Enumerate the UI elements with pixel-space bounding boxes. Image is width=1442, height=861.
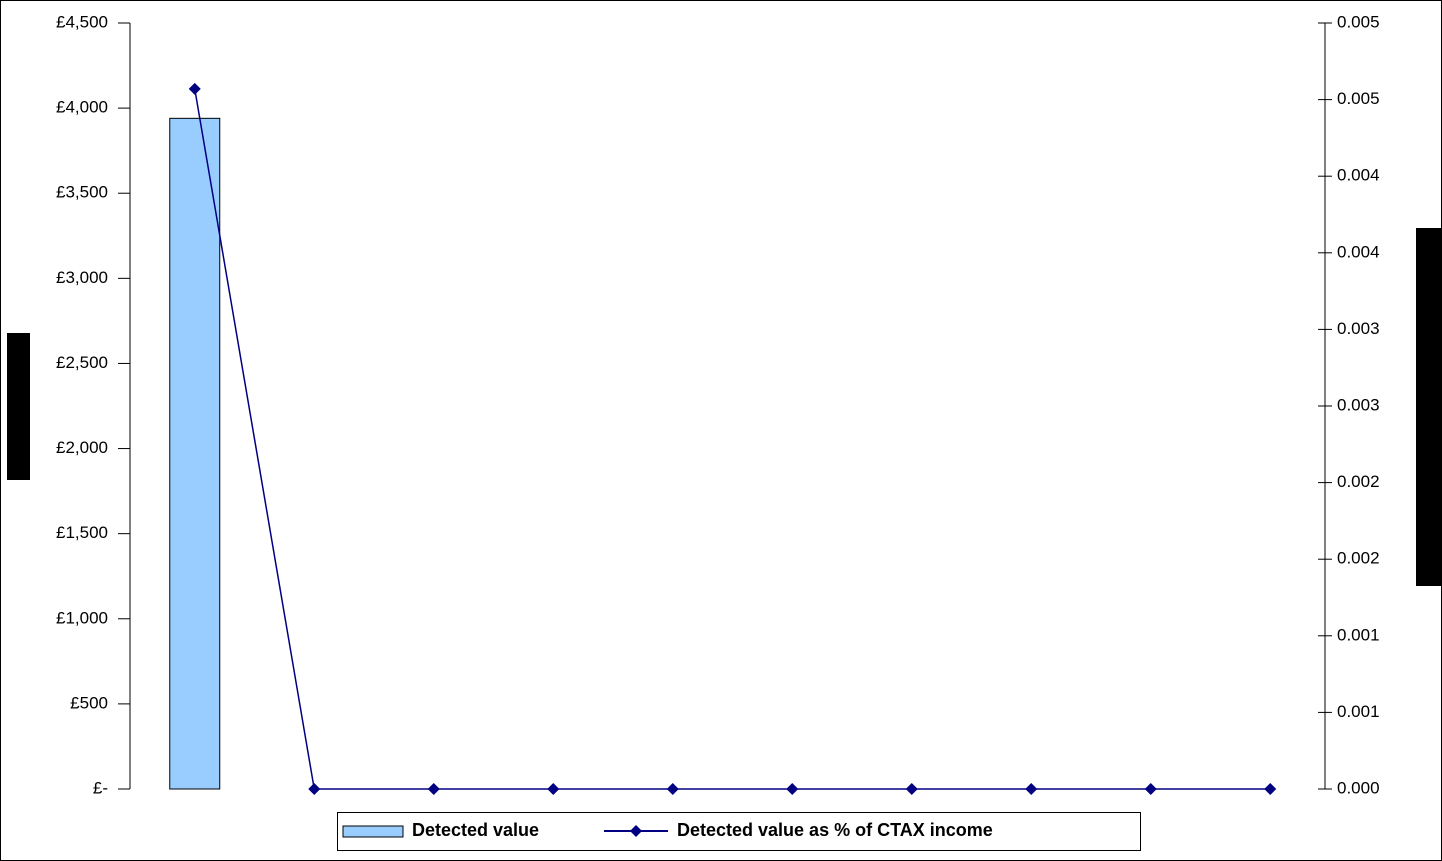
marker	[1144, 783, 1157, 795]
y2-tick-label: 0.004	[1337, 242, 1380, 261]
y2-tick-label: 0.003	[1337, 319, 1380, 338]
marker	[786, 783, 799, 795]
redacted-y2-title	[1416, 228, 1442, 586]
marker	[666, 783, 679, 795]
y2-tick-label: 0.001	[1337, 702, 1380, 721]
y-tick-label: £4,000	[56, 98, 108, 117]
legend	[337, 812, 1141, 851]
y2-tick-label: 0.002	[1337, 472, 1380, 491]
legend-label: Detected value as % of CTAX income	[677, 820, 993, 840]
y-tick-label: £500	[70, 693, 108, 712]
bar	[169, 117, 221, 790]
y-tick-label: £-	[93, 778, 108, 797]
y-tick-label: £3,000	[56, 268, 108, 287]
y-tick-label: £3,500	[56, 183, 108, 202]
y2-tick-label: 0.002	[1337, 549, 1380, 568]
y2-tick-label: 0.001	[1337, 625, 1380, 644]
marker	[547, 783, 560, 795]
y-tick-label: £1,000	[56, 608, 108, 627]
marker	[427, 783, 440, 795]
y2-tick-label: 0.004	[1337, 166, 1380, 185]
y-tick-label: £2,000	[56, 438, 108, 457]
legend-swatch	[342, 825, 404, 838]
y-tick-label: £2,500	[56, 353, 108, 372]
marker	[308, 783, 321, 795]
marker	[905, 783, 918, 795]
y2-tick-label: 0.005	[1337, 12, 1380, 31]
y2-tick-label: 0.005	[1337, 89, 1380, 108]
y-tick-label: £4,500	[56, 12, 108, 31]
marker	[188, 82, 201, 95]
y2-tick-label: 0.003	[1337, 395, 1380, 414]
line	[194, 88, 1271, 790]
legend-marker	[630, 825, 642, 837]
legend-label: Detected value	[412, 820, 539, 840]
y2-tick-label: 0.000	[1337, 778, 1380, 797]
y-tick-label: £1,500	[56, 523, 108, 542]
marker	[1264, 783, 1277, 795]
redacted-y-title	[7, 333, 30, 480]
marker	[1025, 783, 1038, 795]
